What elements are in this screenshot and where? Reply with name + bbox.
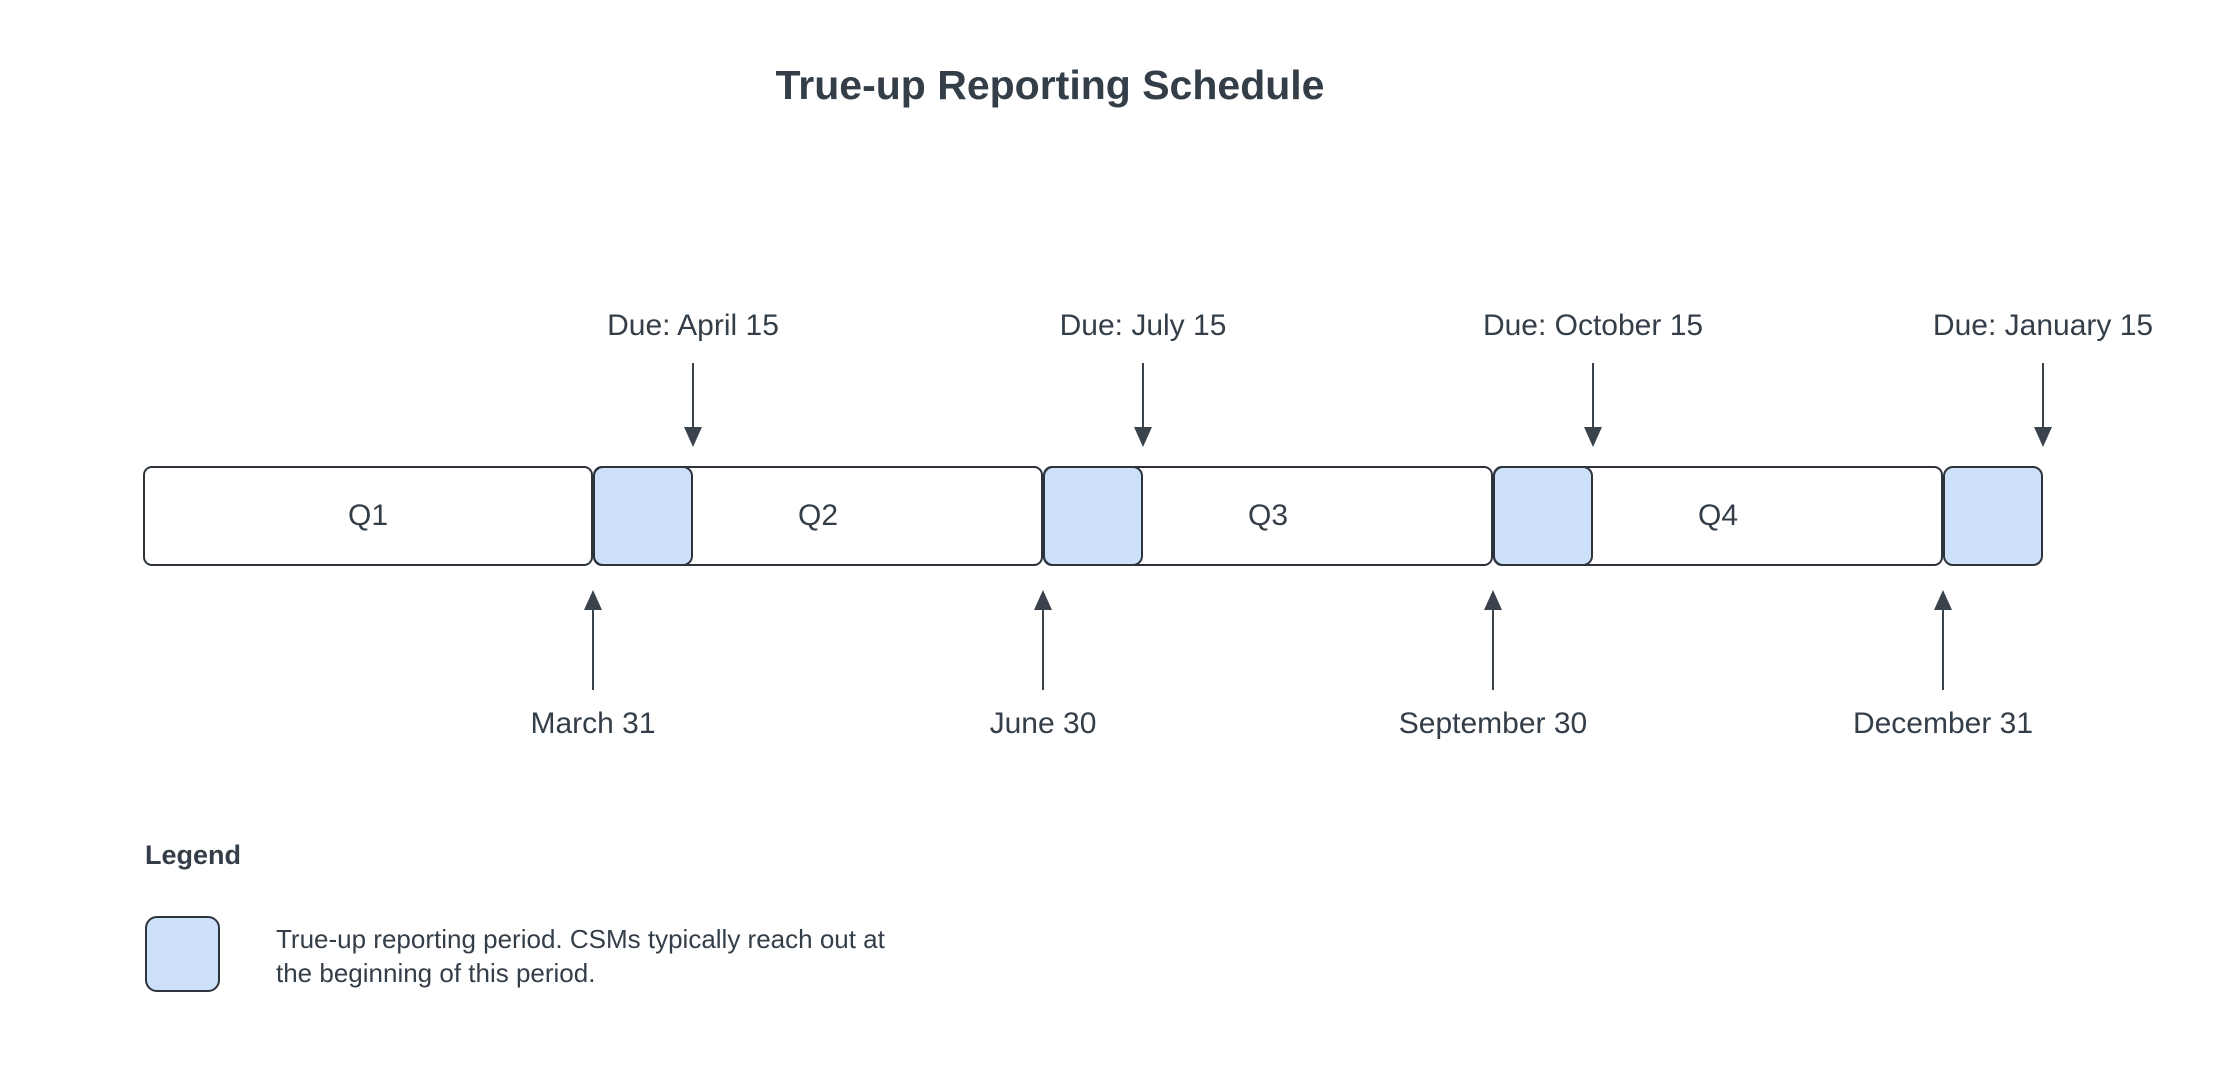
quarter-box-q1: Q1 bbox=[143, 466, 593, 566]
due-date-label: Due: April 15 bbox=[607, 309, 779, 342]
true-up-period-box bbox=[593, 466, 693, 566]
quarter-end-label: December 31 bbox=[1852, 707, 2034, 740]
quarter-end-label: September 30 bbox=[1398, 707, 1588, 740]
arrow-shaft bbox=[592, 608, 594, 690]
down-arrow-icon bbox=[684, 363, 702, 447]
quarter-end-label: March 31 bbox=[530, 707, 656, 740]
arrow-head bbox=[1034, 590, 1052, 610]
due-date-label: Due: July 15 bbox=[1059, 309, 1227, 342]
arrow-shaft bbox=[1942, 608, 1944, 690]
arrow-head bbox=[1484, 590, 1502, 610]
down-arrow-icon bbox=[1134, 363, 1152, 447]
up-arrow-icon bbox=[1034, 590, 1052, 690]
arrow-shaft bbox=[1592, 363, 1594, 429]
arrow-shaft bbox=[1042, 608, 1044, 690]
arrow-head bbox=[1584, 427, 1602, 447]
down-arrow-icon bbox=[2034, 363, 2052, 447]
arrow-head bbox=[1134, 427, 1152, 447]
down-arrow-icon bbox=[1584, 363, 1602, 447]
diagram-title: True-up Reporting Schedule bbox=[775, 62, 1325, 108]
legend-heading: Legend bbox=[145, 840, 242, 870]
true-up-period-box bbox=[1043, 466, 1143, 566]
true-up-period-box bbox=[1493, 466, 1593, 566]
arrow-head bbox=[1934, 590, 1952, 610]
arrow-head bbox=[584, 590, 602, 610]
due-date-label: Due: January 15 bbox=[1932, 309, 2154, 342]
arrow-shaft bbox=[1142, 363, 1144, 429]
legend-swatch bbox=[145, 916, 220, 992]
due-date-label: Due: October 15 bbox=[1482, 309, 1704, 342]
up-arrow-icon bbox=[584, 590, 602, 690]
arrow-shaft bbox=[692, 363, 694, 429]
true-up-period-box bbox=[1943, 466, 2043, 566]
up-arrow-icon bbox=[1934, 590, 1952, 690]
arrow-head bbox=[684, 427, 702, 447]
arrow-shaft bbox=[1492, 608, 1494, 690]
quarter-end-label: June 30 bbox=[989, 707, 1097, 740]
legend-description: True-up reporting period. CSMs typically… bbox=[276, 924, 885, 988]
arrow-head bbox=[2034, 427, 2052, 447]
arrow-shaft bbox=[2042, 363, 2044, 429]
up-arrow-icon bbox=[1484, 590, 1502, 690]
